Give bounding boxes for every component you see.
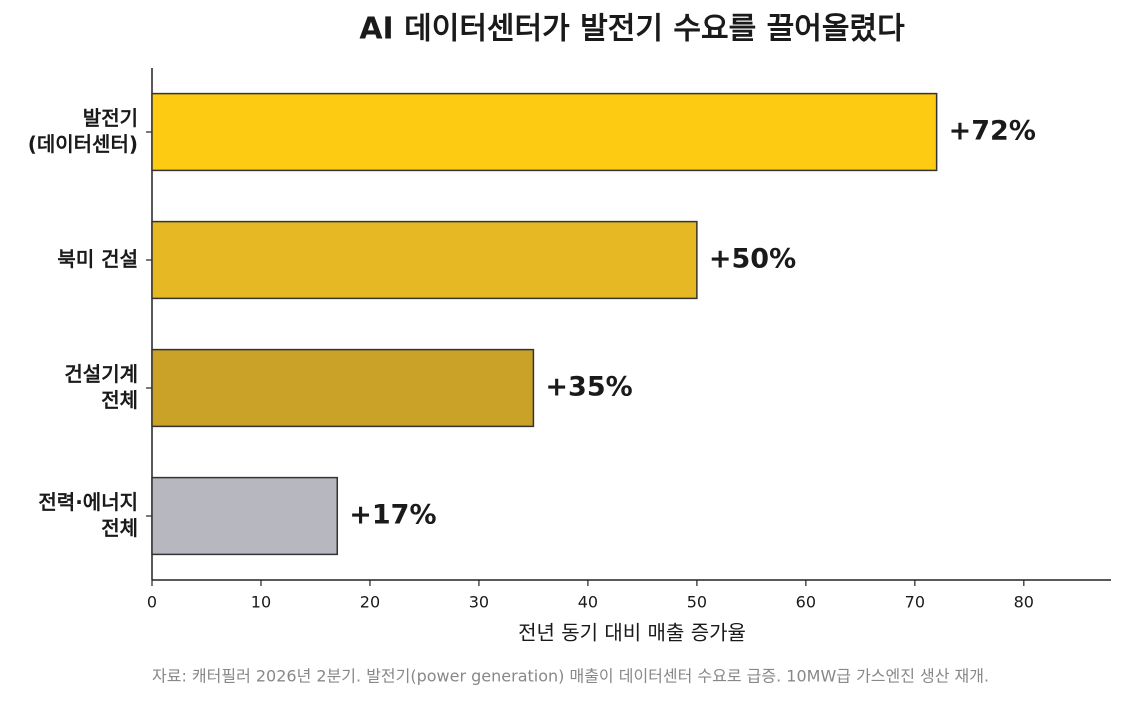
value-label: +35% <box>545 372 632 403</box>
y-tick-label: 전력·에너지 전체 <box>38 490 138 540</box>
x-axis-label: 전년 동기 대비 매출 증가율 <box>518 621 746 645</box>
bar <box>151 220 698 300</box>
value-label: +72% <box>949 116 1036 147</box>
x-tick-label: 20 <box>360 593 380 612</box>
x-tick-label: 0 <box>147 593 157 612</box>
value-label: +50% <box>709 244 796 275</box>
source-note: 자료: 캐터필러 2026년 2분기. 발전기(power generation… <box>152 667 989 686</box>
x-tick-label: 60 <box>796 593 816 612</box>
x-tick-label: 40 <box>578 593 598 612</box>
bar <box>151 476 339 556</box>
y-tick-label: 건설기계 전체 <box>64 362 138 412</box>
x-tick-label: 10 <box>251 593 271 612</box>
bar <box>151 348 535 428</box>
value-label: +17% <box>349 500 436 531</box>
chart-title: AI 데이터센터가 발전기 수요를 끌어올렸다 <box>359 12 905 47</box>
x-tick-label: 30 <box>469 593 489 612</box>
x-tick-label: 80 <box>1014 593 1034 612</box>
y-tick-label: 발전기 (데이터센터) <box>28 106 138 156</box>
x-tick-label: 70 <box>905 593 925 612</box>
y-tick-label: 북미 건설 <box>57 247 138 271</box>
bar <box>151 92 938 172</box>
x-tick-label: 50 <box>687 593 707 612</box>
